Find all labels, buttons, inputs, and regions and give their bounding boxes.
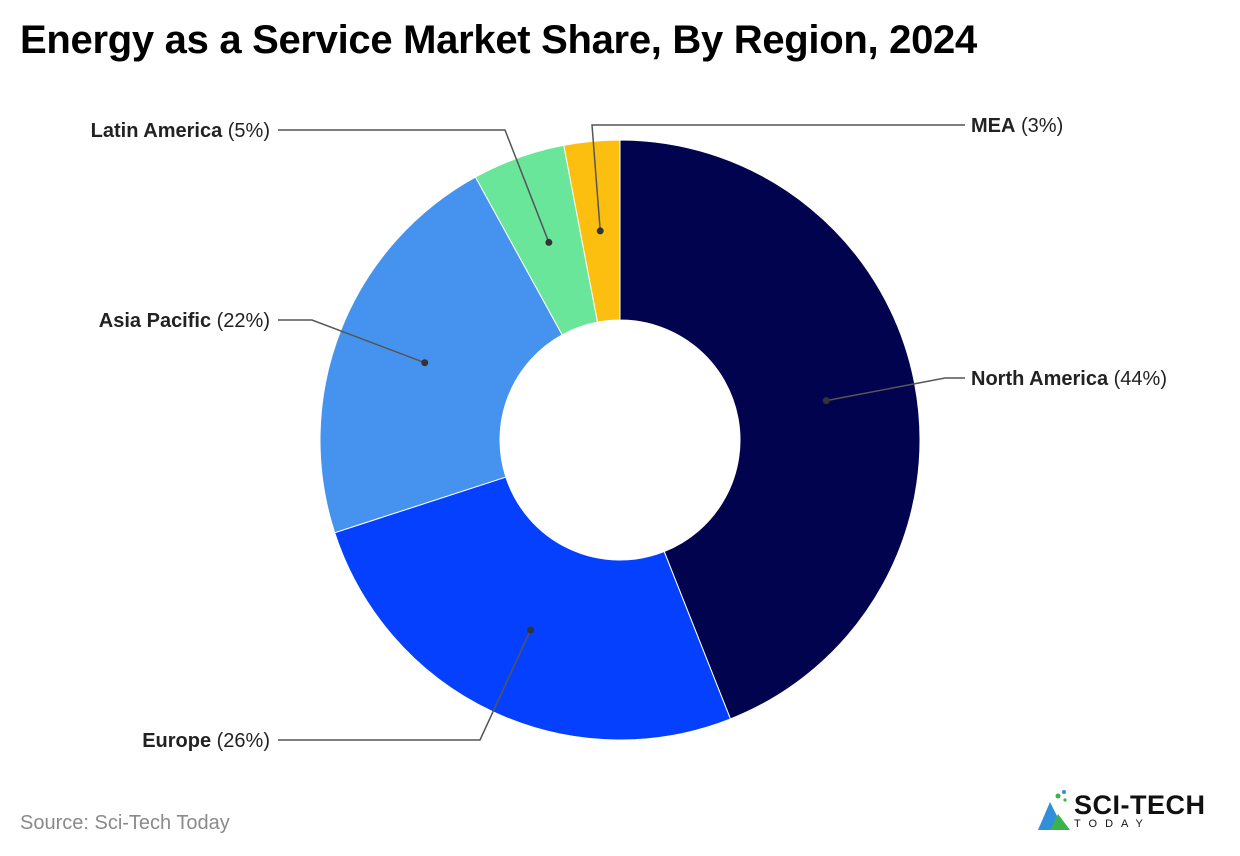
- logo-name: SCI-TECH: [1074, 790, 1206, 820]
- slice-label: Latin America (5%): [91, 120, 270, 142]
- leader-dot: [421, 359, 429, 367]
- slice-label: Europe (26%): [142, 730, 270, 752]
- slice-label: MEA (3%): [971, 115, 1063, 137]
- sci-tech-logo: SCI-TECH TODAY: [1036, 788, 1226, 834]
- chart-title: Energy as a Service Market Share, By Reg…: [20, 18, 977, 62]
- leader-line: [278, 319, 426, 364]
- leader-line: [278, 129, 550, 243]
- slice-label-value: (5%): [222, 120, 270, 142]
- slice-europe: [334, 476, 732, 741]
- slice-north-america: [619, 139, 921, 720]
- leader-dot: [596, 227, 604, 235]
- leader-line: [591, 124, 965, 231]
- slice-label: Asia Pacific (22%): [99, 310, 270, 332]
- slice-label: North America (44%): [971, 368, 1167, 390]
- slice-label-value: (22%): [211, 310, 270, 332]
- slice-mea: [563, 139, 621, 323]
- leader-dot: [822, 397, 830, 405]
- slice-label-value: (44%): [1108, 368, 1167, 390]
- leader-line: [826, 377, 965, 402]
- leader-line: [278, 629, 532, 741]
- slice-label-name: Latin America: [91, 120, 223, 142]
- slice-label-value: (26%): [211, 730, 270, 752]
- leader-dot: [527, 626, 535, 634]
- slice-label-name: MEA: [971, 115, 1015, 137]
- donut-chart: North America (44%) Europe (26%) Asia Paci…: [91, 115, 1167, 752]
- logo-subtitle: TODAY: [1074, 818, 1151, 830]
- slice-label-value: (3%): [1015, 115, 1063, 137]
- source-note: Source: Sci-Tech Today: [20, 812, 230, 834]
- slice-label-name: Europe: [142, 730, 211, 752]
- leader-dot: [545, 238, 553, 246]
- logo-mark-icon: [1038, 790, 1070, 830]
- slice-label-name: North America: [971, 368, 1109, 390]
- slice-asia-pacific: [319, 176, 563, 534]
- slice-label-name: Asia Pacific: [99, 310, 211, 332]
